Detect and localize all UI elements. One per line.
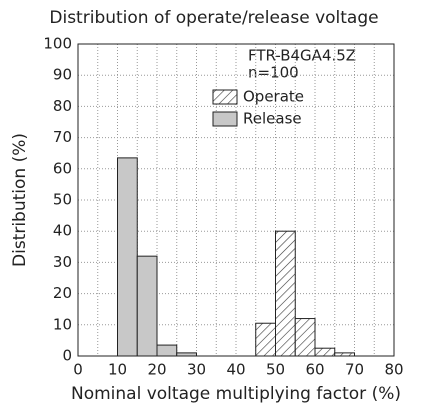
x-tick-label: 50 [266,361,285,379]
legend-swatch [212,111,238,127]
x-tick-label: 0 [73,361,83,379]
x-axis-label: Nominal voltage multiplying factor (%) [71,384,401,404]
y-tick-label: 90 [53,66,72,84]
bar [156,344,178,357]
y-tick-label: 30 [53,253,72,271]
y-tick-label: 50 [53,191,72,209]
bar [275,230,296,357]
y-tick-label: 80 [53,97,72,115]
x-tick-label: 10 [108,361,127,379]
y-tick-label: 40 [53,222,72,240]
bar [294,318,316,357]
legend-label: Release [243,110,302,128]
annotation: n=100 [248,64,299,82]
bar [136,255,158,357]
bar [314,347,336,357]
chart-title: Distribution of operate/release voltage [49,8,378,28]
x-tick-label: 30 [187,361,206,379]
y-tick-label: 60 [53,159,72,177]
y-tick-label: 10 [53,315,72,333]
bar [255,322,276,357]
y-tick-label: 70 [53,128,72,146]
x-tick-label: 60 [305,361,324,379]
plot-frame [77,43,395,357]
legend-label: Operate [243,88,304,106]
legend-swatch [212,89,238,105]
x-tick-label: 70 [345,361,364,379]
y-tick-label: 100 [43,35,72,53]
y-tick-label: 0 [62,347,72,365]
x-tick-label: 40 [226,361,245,379]
bar [117,157,138,357]
x-tick-label: 80 [384,361,403,379]
annotation: FTR-B4GA4.5Z [248,47,356,65]
y-tick-label: 20 [53,284,72,302]
y-axis-label: Distribution (%) [10,133,30,267]
x-tick-label: 20 [147,361,166,379]
